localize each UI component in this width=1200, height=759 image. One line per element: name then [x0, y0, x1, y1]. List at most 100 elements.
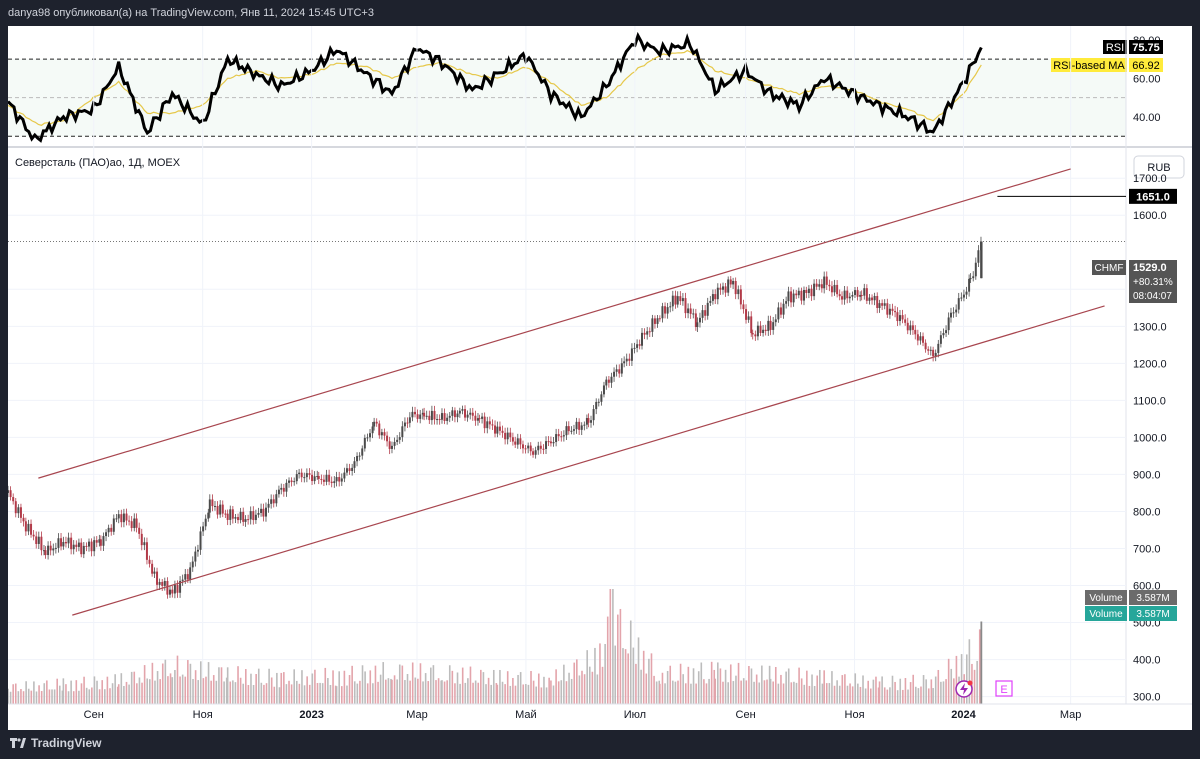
candle-body [371, 426, 374, 434]
candle-body [93, 540, 96, 552]
volume-bar [490, 684, 492, 704]
candle-body [163, 581, 166, 586]
volume-bar [914, 686, 917, 704]
volume-bar [565, 681, 568, 704]
candle-body [494, 425, 497, 434]
candle-body [27, 523, 30, 532]
volume-bar [223, 681, 225, 704]
candle-body [813, 283, 816, 297]
volume-bar [78, 690, 80, 704]
candle-body [751, 333, 754, 335]
volume-bar [361, 665, 364, 704]
volume-bar [85, 687, 88, 704]
volume-bar [785, 671, 787, 704]
volume-bar [390, 678, 392, 704]
volume-bar [857, 683, 859, 704]
volume-bar [440, 680, 442, 704]
volume-bar [83, 676, 85, 704]
candle-body [860, 294, 863, 296]
price-tick-label: 600.0 [1133, 581, 1161, 593]
candle-body [578, 421, 581, 430]
volume-bar [12, 684, 14, 704]
lightning-event-icon[interactable] [955, 680, 973, 698]
candle-body [932, 349, 935, 357]
rsi-ma-badge: RSI-based MA 66.92 [1051, 58, 1163, 72]
volume-bar [161, 663, 164, 704]
volume-bar [459, 683, 461, 704]
candle-body [980, 241, 983, 279]
volume-bar [123, 686, 125, 704]
volume-bar [920, 686, 922, 704]
candle-body [922, 336, 925, 343]
candle-body [117, 514, 120, 519]
volume-bar [904, 678, 907, 704]
rsi-badge-value: 75.75 [1132, 42, 1160, 54]
volume-bar [382, 662, 385, 704]
volume-bar [151, 662, 154, 704]
volume-bar [978, 629, 981, 704]
volume-bar [766, 679, 768, 704]
earnings-event-icon[interactable]: E [995, 680, 1013, 697]
channel-lower-line[interactable] [72, 305, 1105, 616]
candle-body [320, 478, 323, 480]
candle-body [729, 279, 732, 285]
candle-body [597, 401, 600, 403]
candle-body [519, 438, 522, 445]
volume-bar [247, 685, 250, 704]
volume-bar [130, 671, 133, 704]
candle-body [853, 290, 856, 296]
candle-body [282, 487, 285, 492]
volume-bar [653, 675, 655, 704]
volume-bar [346, 685, 348, 704]
candle-body [60, 538, 63, 547]
price-tick-label: 800.0 [1133, 506, 1161, 518]
volume-bar [514, 685, 517, 704]
time-tick-label: Ноя [193, 709, 213, 721]
volume-bar [159, 679, 161, 704]
volume-bar [627, 653, 629, 704]
candle-body [496, 426, 499, 434]
candle-body [841, 296, 844, 300]
candle-body [52, 548, 55, 551]
volume-bar [51, 689, 53, 704]
volume-bar [461, 667, 464, 704]
volume-bar [530, 670, 532, 704]
candle-body [328, 474, 331, 482]
candle-body [572, 429, 575, 431]
symbol-title: Северсталь (ПАО)ао, 1Д, MOEX [15, 157, 181, 169]
candle-body [767, 320, 770, 332]
price-tick-label: 1600.0 [1133, 210, 1167, 222]
channel-upper-line[interactable] [38, 168, 1071, 479]
candle-body [430, 410, 433, 421]
candle-body [275, 494, 278, 504]
candle-body [17, 507, 20, 514]
candle-body [340, 478, 343, 482]
candle-body [653, 318, 656, 324]
volume-bar [467, 678, 469, 704]
volume-bar [833, 685, 836, 704]
volume-bar [570, 678, 573, 704]
volume-bar [875, 676, 877, 704]
candle-body [363, 437, 366, 449]
candle-body [353, 461, 356, 468]
volume-badge-1: Volume 3.587M [1085, 590, 1177, 605]
candle-body [873, 295, 876, 301]
candle-body [615, 369, 618, 372]
volume-bar [35, 691, 38, 704]
volume-bar [72, 691, 75, 704]
candle-body [47, 545, 50, 556]
volume-bar [813, 685, 816, 704]
candle-body [414, 411, 417, 415]
volume-bar [648, 658, 650, 704]
volume-bar [831, 671, 833, 704]
volume-bar [642, 650, 645, 704]
candle-body [613, 371, 616, 377]
volume-bar [58, 685, 61, 704]
volume-bar [612, 589, 614, 704]
currency-button[interactable]: RUB [1133, 155, 1185, 179]
candle-body [547, 441, 550, 443]
volume-bar [98, 689, 101, 704]
volume-bar [672, 680, 674, 704]
